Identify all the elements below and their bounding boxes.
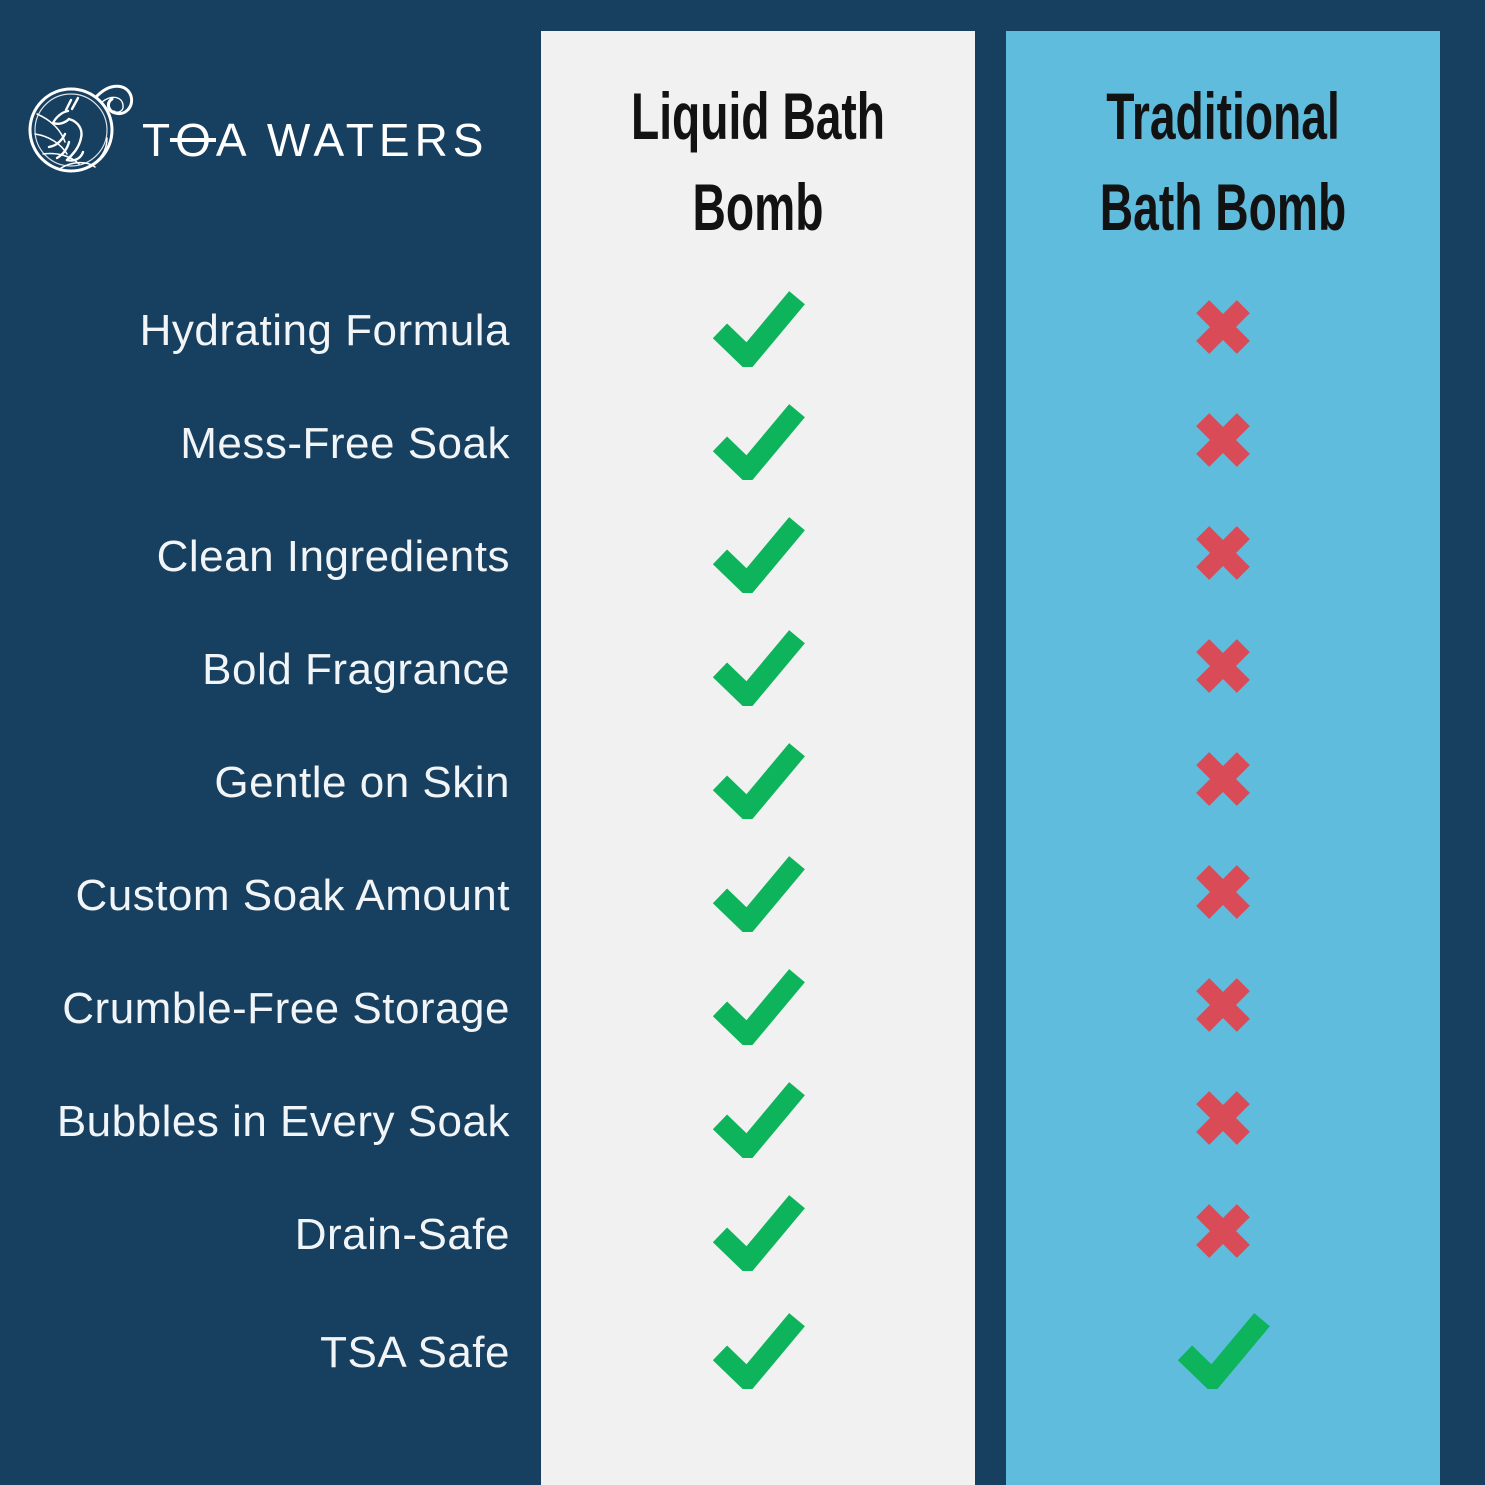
check-icon bbox=[541, 851, 975, 933]
brand-name-prefix: T bbox=[142, 114, 176, 166]
cross-icon bbox=[1006, 1190, 1440, 1272]
feature-label: Mess-Free Soak bbox=[180, 419, 510, 468]
feature-label: Gentle on Skin bbox=[214, 758, 510, 807]
feature-label: Hydrating Formula bbox=[139, 306, 510, 355]
cross-icon bbox=[1006, 286, 1440, 368]
check-icon bbox=[541, 1077, 975, 1159]
check-icon bbox=[541, 512, 975, 594]
column-title-liquid-line1: Liquid Bath bbox=[630, 79, 886, 153]
cross-icon bbox=[1006, 512, 1440, 594]
check-icon bbox=[541, 1190, 975, 1272]
check-icon bbox=[541, 964, 975, 1046]
feature-label: Drain-Safe bbox=[294, 1210, 510, 1259]
brand-name-suffix: A WATERS bbox=[215, 114, 489, 166]
brand-name: TOA WATERS bbox=[142, 112, 541, 168]
check-icon bbox=[541, 738, 975, 820]
feature-label: Clean Ingredients bbox=[156, 532, 510, 581]
seahorse-wave-logo-icon bbox=[28, 84, 134, 173]
cross-icon bbox=[1006, 851, 1440, 933]
feature-label: Bubbles in Every Soak bbox=[56, 1097, 510, 1146]
column-title-liquid: Liquid Bath Bomb bbox=[606, 71, 910, 253]
brand-header: TOA WATERS bbox=[0, 0, 541, 260]
check-icon bbox=[541, 625, 975, 707]
check-icon bbox=[541, 286, 975, 368]
feature-label: TSA Safe bbox=[320, 1328, 510, 1377]
cross-icon bbox=[1006, 738, 1440, 820]
cross-icon bbox=[1006, 625, 1440, 707]
feature-label: Custom Soak Amount bbox=[75, 871, 510, 920]
column-title-liquid-line2: Bomb bbox=[692, 170, 824, 244]
feature-label: Bold Fragrance bbox=[202, 645, 510, 694]
cross-icon bbox=[1006, 399, 1440, 481]
column-liquid-bath-bomb: Liquid Bath Bomb bbox=[541, 31, 975, 1485]
check-icon bbox=[541, 399, 975, 481]
column-title-traditional-line1: Traditional bbox=[1106, 79, 1340, 153]
feature-label: Crumble-Free Storage bbox=[62, 984, 510, 1033]
check-icon bbox=[541, 1308, 975, 1390]
check-icon bbox=[1006, 1308, 1440, 1390]
cross-icon bbox=[1006, 1077, 1440, 1159]
column-title-traditional: Traditional Bath Bomb bbox=[1071, 71, 1375, 253]
cross-icon bbox=[1006, 964, 1440, 1046]
brand-name-stylized-o: O bbox=[170, 114, 216, 166]
column-title-traditional-line2: Bath Bomb bbox=[1099, 170, 1347, 244]
